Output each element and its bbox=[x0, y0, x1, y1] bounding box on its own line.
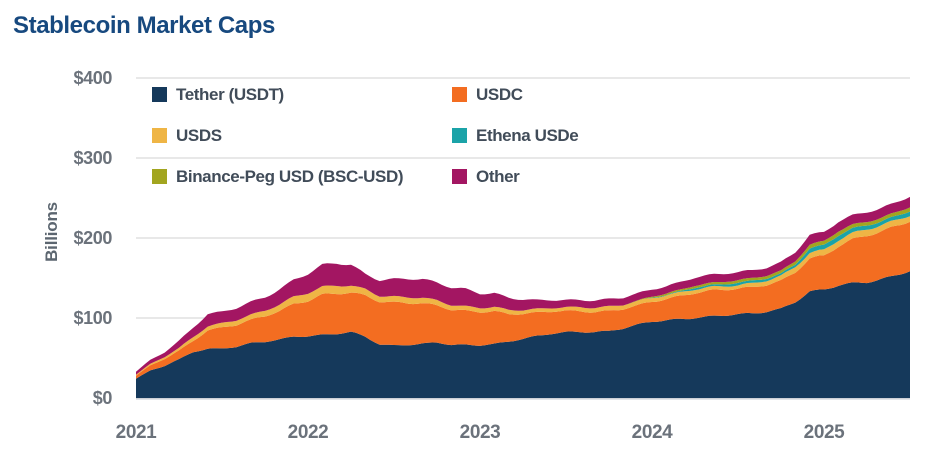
legend-item-other: Other bbox=[452, 166, 578, 186]
area-other bbox=[136, 196, 910, 375]
legend-item-ethena-usde: Ethena USDe bbox=[452, 125, 579, 145]
y-tick-label-0: $0 bbox=[92, 388, 113, 408]
area-tether-usdt bbox=[136, 271, 910, 398]
legend-swatch-icon bbox=[152, 87, 167, 102]
legend-swatch-icon bbox=[152, 169, 167, 184]
legend-label: Other bbox=[476, 166, 520, 186]
legend-label: Tether (USDT) bbox=[176, 84, 284, 104]
legend-label: USDS bbox=[176, 125, 222, 145]
legend-label: Ethena USDe bbox=[476, 125, 579, 145]
legend-swatch-icon bbox=[452, 87, 467, 102]
chart-title: Stablecoin Market Caps bbox=[13, 12, 275, 39]
legend-item-binance-peg-usd-bsc-usd: Binance-Peg USD (BSC-USD) bbox=[152, 166, 452, 186]
legend-swatch-icon bbox=[452, 169, 467, 184]
legend: Tether (USDT) USDC USDS Ethena USDe Binance-… bbox=[152, 84, 579, 186]
y-tick-label-400: $400 bbox=[73, 68, 113, 88]
legend-item-usds: USDS bbox=[152, 125, 452, 145]
x-tick-label-2024: 2024 bbox=[631, 422, 673, 443]
legend-label: Binance-Peg USD (BSC-USD) bbox=[176, 166, 404, 186]
legend-item-usdc: USDC bbox=[452, 84, 578, 104]
legend-item-tether-usdt: Tether (USDT) bbox=[152, 84, 452, 104]
legend-swatch-icon bbox=[452, 128, 467, 143]
y-tick-label-200: $200 bbox=[73, 228, 113, 248]
legend-label: USDC bbox=[476, 84, 523, 104]
x-tick-label-2021: 2021 bbox=[115, 422, 157, 443]
x-tick-label-2025: 2025 bbox=[803, 422, 845, 443]
y-tick-label-100: $100 bbox=[73, 308, 113, 328]
x-tick-label-2023: 2023 bbox=[459, 422, 501, 443]
area-usdc bbox=[136, 221, 910, 379]
x-tick-label-2022: 2022 bbox=[287, 422, 329, 443]
legend-swatch-icon bbox=[152, 128, 167, 143]
y-tick-label-300: $300 bbox=[73, 148, 113, 168]
